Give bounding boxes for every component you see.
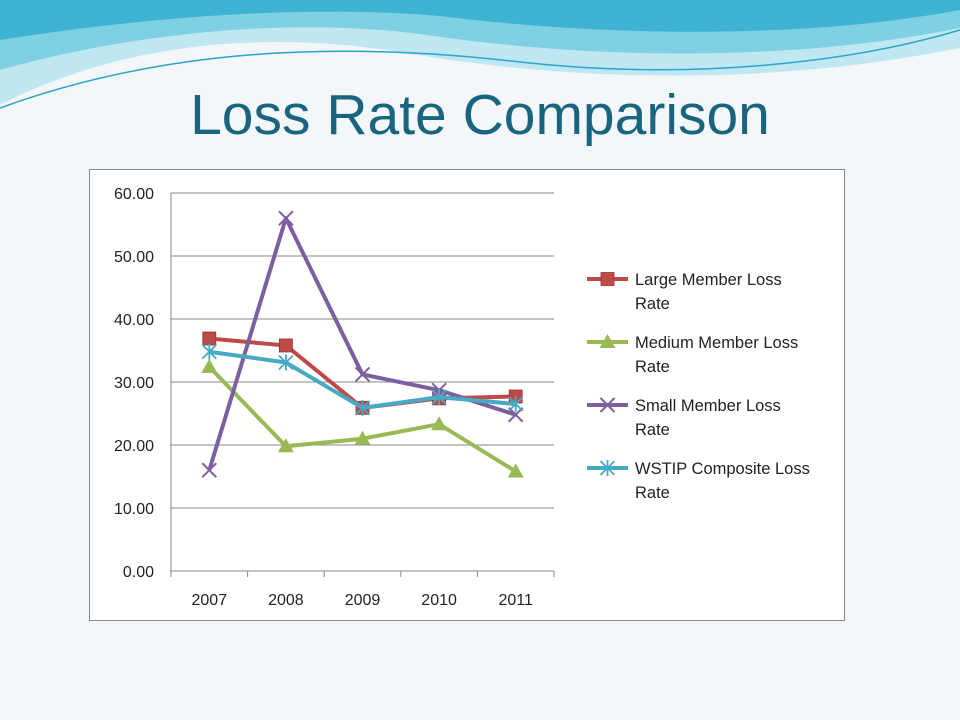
data-point [202,331,217,346]
data-point [277,438,294,453]
y-tick-label: 60.00 [114,186,154,203]
chart-frame: 0.00 10.00 20.00 30.00 40.00 50.00 60.00 2007 20… [89,169,845,621]
x-tick-label: 2010 [421,592,457,609]
legend-label: WSTIP Composite Loss [635,460,810,478]
data-point [278,354,294,371]
x-tick-label: 2007 [192,592,228,609]
legend-label: Medium Member Loss [635,334,798,352]
data-point [354,366,371,383]
legend-label: Rate [635,484,670,502]
y-tick-label: 30.00 [114,375,154,392]
legend-label: Small Member Loss [635,397,781,415]
data-point [201,462,218,478]
x-tick-label: 2011 [498,592,533,609]
y-tick-label: 10.00 [114,501,154,518]
data-point [354,399,371,416]
data-point [201,358,218,373]
data-point [278,210,294,226]
legend-label: Rate [635,358,670,376]
data-point [201,343,217,360]
header-wave-line [0,29,960,109]
data-point [507,407,524,423]
x-tick-label: 2009 [345,592,381,609]
data-point [354,430,371,445]
series-line [209,349,516,410]
series-line [207,365,517,474]
line-chart: 0.00 10.00 20.00 30.00 40.00 50.00 60.00 2007 20… [114,186,810,609]
legend-swatch-marker [599,397,616,413]
y-tick-label: 0.00 [123,564,154,581]
data-point [431,389,447,406]
y-tick-label: 20.00 [114,438,154,455]
legend-swatch-marker [599,334,616,348]
legend-swatch-marker [599,460,616,476]
header-wave-dark [0,0,960,40]
data-point [431,416,448,431]
legend-label: Rate [635,421,670,439]
legend-label: Large Member Loss [635,271,782,289]
data-point [507,463,524,478]
data-point [508,396,524,413]
legend-label: Rate [635,295,670,313]
y-tick-label: 40.00 [114,312,154,329]
data-point [278,338,293,353]
y-tick-label: 50.00 [114,249,154,266]
x-tick-label: 2008 [268,592,304,609]
legend-swatch-marker [600,272,615,286]
slide-title: Loss Rate Comparison [190,83,770,147]
